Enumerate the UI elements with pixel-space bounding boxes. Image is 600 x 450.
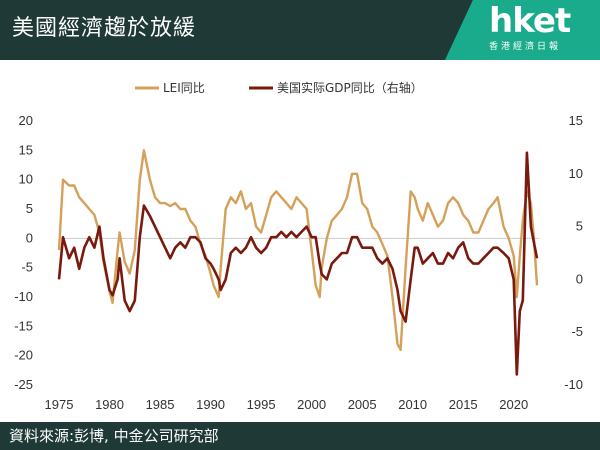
right-axis: 15 10 5 0 -5 -10 xyxy=(564,113,583,392)
brand-logo: hket xyxy=(489,1,571,41)
brand-subtitle: 香港經濟日報 xyxy=(489,42,562,52)
x-axis-tick-label: 2020 xyxy=(499,397,528,412)
left-axis-tick-label: -5 xyxy=(21,260,33,275)
x-axis-tick-label: 1980 xyxy=(95,397,124,412)
right-axis-tick-label: 15 xyxy=(569,113,583,128)
x-axis-tick-label: 1985 xyxy=(146,397,175,412)
brand-panel: hket 香港經濟日報 xyxy=(445,0,600,60)
left-axis-tick-label: -25 xyxy=(14,377,33,392)
left-axis-tick-label: -15 xyxy=(14,318,33,333)
x-axis-tick-label: 2000 xyxy=(297,397,326,412)
chart-area: LEI同比 美国实际GDP同比（右轴） 20 15 10 5 0 -5 -10 -15 -20 -2… xyxy=(7,64,593,420)
left-axis-tick-label: -10 xyxy=(14,289,33,304)
x-axis-tick-label: 1995 xyxy=(247,397,276,412)
right-axis-tick-label: 0 xyxy=(576,271,583,286)
left-axis-tick-label: -20 xyxy=(14,348,33,363)
lei-series-line xyxy=(57,149,539,351)
left-axis-tick-label: 20 xyxy=(19,113,33,128)
source-note: 資料來源:彭博, 中金公司研究部 xyxy=(9,427,219,445)
chart-series xyxy=(57,149,539,376)
left-axis-tick-label: 5 xyxy=(26,201,33,216)
left-axis-tick-label: 15 xyxy=(19,142,33,157)
page-title: 美國經濟趨於放緩 xyxy=(12,16,197,41)
legend-label: 美国实际GDP同比（右轴） xyxy=(277,80,423,95)
line-chart: LEI同比 美国实际GDP同比（右轴） 20151050-5-10-15-20-2… xyxy=(14,80,583,412)
title-bar: 美國經濟趨於放緩 hket 香港經濟日報 xyxy=(0,0,600,60)
left-axis-tick-label: 10 xyxy=(19,172,33,187)
right-axis-tick-label: -10 xyxy=(564,377,583,392)
x-axis-tick-label: 1975 xyxy=(45,397,74,412)
chart-legend: LEI同比 美国实际GDP同比（右轴） xyxy=(135,80,423,95)
x-axis: 1975 1980 1985 1990 1995 2000 2005 2010 2015 2020 xyxy=(45,397,529,412)
right-axis-tick-label: 5 xyxy=(576,219,583,234)
left-axis-tick-label: 0 xyxy=(26,230,33,245)
right-axis-tick-label: -5 xyxy=(571,324,583,339)
x-axis-tick-label: 2005 xyxy=(348,397,377,412)
right-axis-tick-label: 10 xyxy=(569,166,583,181)
gdp-series-line xyxy=(57,151,539,376)
x-axis-tick-label: 2015 xyxy=(449,397,478,412)
x-axis-tick-label: 2010 xyxy=(398,397,427,412)
footer-bar: 資料來源:彭博, 中金公司研究部 xyxy=(0,422,600,450)
legend-label: LEI同比 xyxy=(163,81,205,95)
x-axis-tick-label: 1990 xyxy=(196,397,225,412)
left-axis: 20 15 10 5 0 -5 -10 -15 -20 -25 xyxy=(14,113,33,392)
